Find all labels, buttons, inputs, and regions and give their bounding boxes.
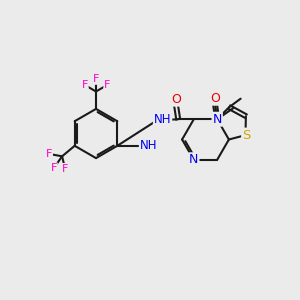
- Text: F: F: [62, 164, 68, 174]
- Text: NH: NH: [140, 139, 157, 152]
- Text: N: N: [212, 113, 222, 126]
- Text: F: F: [93, 74, 99, 84]
- Text: O: O: [171, 93, 181, 106]
- Text: S: S: [242, 129, 250, 142]
- Text: NH: NH: [154, 113, 171, 126]
- Text: F: F: [50, 163, 57, 173]
- Text: O: O: [210, 92, 220, 105]
- Text: F: F: [46, 149, 52, 159]
- Text: F: F: [81, 80, 88, 90]
- Text: N: N: [189, 153, 199, 166]
- Text: F: F: [104, 80, 111, 90]
